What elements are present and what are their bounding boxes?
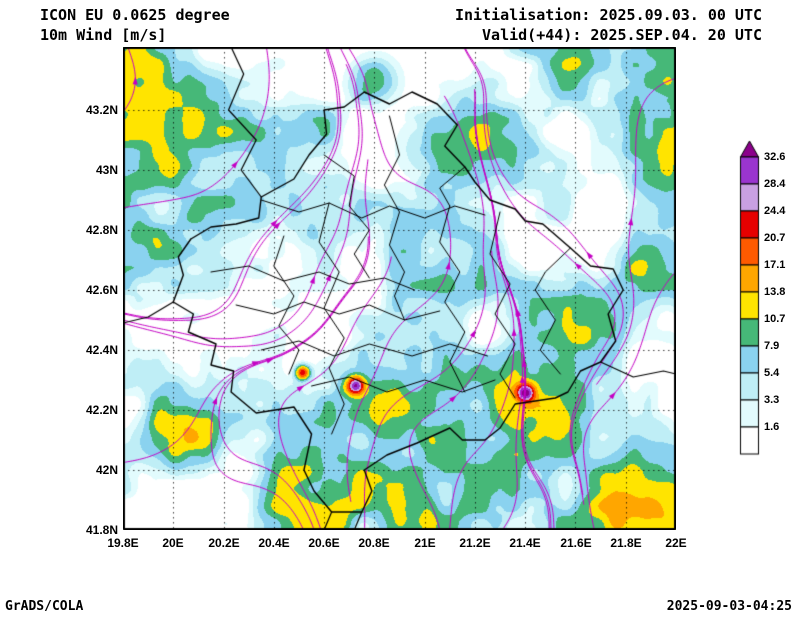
wind-map-canvas <box>123 47 676 530</box>
valid-time-label: Valid(+44): 2025.SEP.04. 20 UTC <box>482 26 762 44</box>
lat-tick-label: 42.6N <box>85 283 118 297</box>
field-title: 10m Wind [m/s] <box>40 26 167 44</box>
lon-tick-label: 22E <box>665 536 687 550</box>
colorbar-scale <box>739 140 761 460</box>
colorbar-tick-label: 32.6 <box>764 151 786 163</box>
lat-tick-label: 41.8N <box>85 523 118 537</box>
lon-tick-label: 21.6E <box>560 536 592 550</box>
lon-tick-label: 19.8E <box>107 536 139 550</box>
model-title: ICON EU 0.0625 degree <box>40 6 230 24</box>
lon-tick-label: 20.8E <box>358 536 390 550</box>
lat-tick-label: 43N <box>95 163 118 177</box>
lon-tick-label: 21E <box>414 536 436 550</box>
lon-tick-label: 20.4E <box>258 536 290 550</box>
lat-tick-label: 42.8N <box>85 223 118 237</box>
lon-tick-label: 20E <box>162 536 184 550</box>
map-plot-area <box>123 47 676 530</box>
grads-credit-label: GrADS/COLA <box>5 599 84 614</box>
lon-tick-label: 21.8E <box>610 536 642 550</box>
lat-tick-label: 42N <box>95 463 118 477</box>
lon-tick-label: 20.6E <box>308 536 340 550</box>
colorbar-tick-label: 10.7 <box>764 313 786 325</box>
init-time-label: Initialisation: 2025.09.03. 00 UTC <box>454 6 762 24</box>
colorbar-tick-label: 17.1 <box>764 259 786 271</box>
colorbar-tick-label: 24.4 <box>764 205 786 217</box>
lat-tick-label: 42.4N <box>85 343 118 357</box>
render-timestamp-label: 2025-09-03-04:25 <box>666 599 792 614</box>
lat-tick-label: 42.2N <box>85 403 118 417</box>
colorbar-tick-label: 1.6 <box>764 421 780 433</box>
colorbar-tick-label: 13.8 <box>764 286 786 298</box>
lat-tick-label: 43.2N <box>85 103 118 117</box>
lon-tick-label: 21.4E <box>509 536 541 550</box>
colorbar-tick-label: 20.7 <box>764 232 786 244</box>
lon-tick-label: 21.2E <box>459 536 491 550</box>
colorbar-tick-label: 28.4 <box>764 178 786 190</box>
colorbar-tick-label: 3.3 <box>764 394 780 406</box>
lon-tick-label: 20.2E <box>208 536 240 550</box>
colorbar <box>739 140 799 470</box>
colorbar-tick-label: 5.4 <box>764 367 780 379</box>
colorbar-tick-label: 7.9 <box>764 340 780 352</box>
